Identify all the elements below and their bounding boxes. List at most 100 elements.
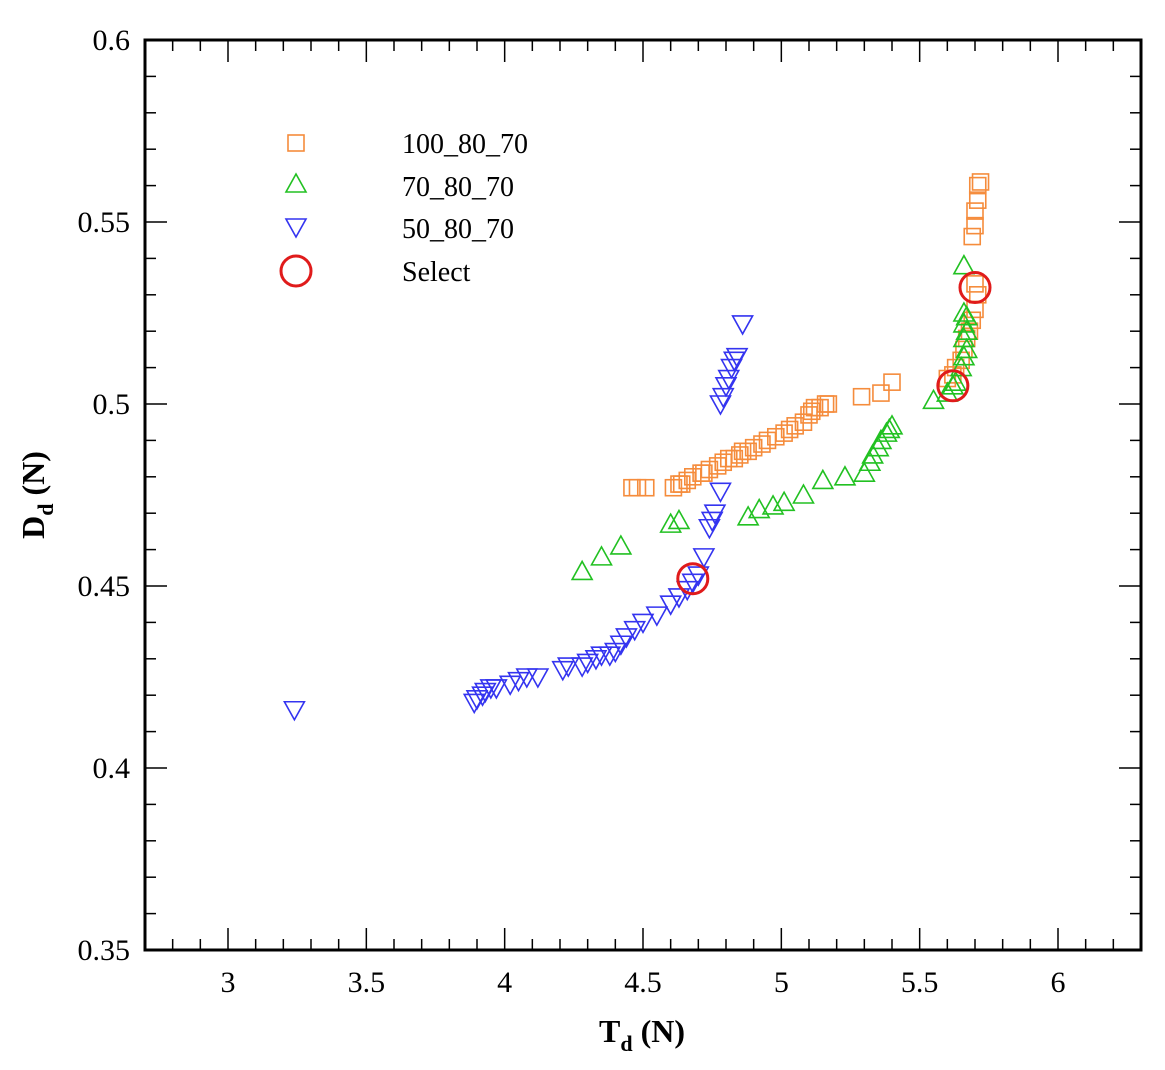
data-point	[966, 275, 984, 293]
legend-symbol-70-80-70	[284, 172, 308, 193]
data-point	[725, 347, 749, 369]
x-tick-label: 3.5	[348, 966, 386, 999]
data-point	[709, 482, 732, 504]
data-point	[952, 254, 976, 275]
data-point	[576, 653, 600, 675]
data-point	[526, 668, 550, 689]
data-point	[936, 369, 970, 403]
data-point	[963, 227, 982, 246]
series-50-80-70	[283, 315, 754, 722]
data-point	[667, 588, 691, 609]
series-select	[676, 271, 992, 596]
data-point	[615, 628, 638, 649]
data-point	[792, 483, 815, 504]
data-point	[880, 414, 904, 435]
y-tick-label: 0.4	[93, 752, 131, 785]
data-point	[485, 679, 508, 700]
data-point	[598, 646, 622, 667]
data-point	[852, 387, 871, 406]
series-70-80-70	[570, 254, 979, 581]
data-point	[623, 620, 647, 642]
data-point	[772, 490, 796, 512]
legend-label-50-80-70: 50_80_70	[402, 214, 514, 245]
legend-symbol-50-80-70	[284, 218, 308, 239]
data-point	[720, 358, 743, 380]
data-point	[861, 443, 884, 464]
data-point	[952, 312, 976, 333]
data-point	[711, 387, 735, 409]
data-point	[283, 700, 306, 722]
data-point	[971, 173, 990, 191]
x-tick-label: 5	[774, 966, 789, 999]
data-point	[659, 512, 683, 533]
data-point	[811, 468, 835, 490]
data-point	[731, 315, 754, 336]
x-tick-label: 4.5	[624, 966, 662, 999]
y-tick-label: 0.35	[78, 934, 131, 967]
data-point	[955, 337, 979, 359]
data-point	[692, 548, 716, 569]
data-marks	[283, 173, 992, 722]
axis-ticks: 3 3.5 4 4.5 5 5.5 6 0.35 0.4 0.45 0.5 0.55 0.6	[78, 24, 1141, 999]
data-point	[590, 545, 613, 566]
data-point	[717, 369, 741, 391]
data-point	[869, 428, 893, 450]
data-point	[507, 671, 530, 693]
data-point	[515, 668, 539, 689]
y-tick-label: 0.5	[93, 388, 131, 421]
legend-label-select: Select	[402, 257, 471, 288]
data-point	[659, 595, 683, 616]
data-point	[968, 176, 987, 195]
data-point	[714, 376, 738, 398]
data-point	[473, 682, 497, 704]
data-point	[968, 191, 987, 209]
y-axis-title-sub: d	[33, 504, 58, 516]
data-point	[966, 216, 984, 235]
y-tick-label: 0.55	[78, 206, 131, 239]
y-tick-label: 0.45	[78, 570, 131, 603]
data-point	[872, 384, 890, 402]
legend-label-100-80-70: 100_80_70	[402, 129, 528, 160]
data-point	[833, 465, 857, 486]
legend-label-70-80-70: 70_80_70	[402, 172, 514, 203]
x-axis-title-main: T	[599, 1013, 620, 1049]
y-axis-title-main: D	[15, 516, 51, 539]
data-point	[686, 566, 710, 587]
data-point	[944, 370, 967, 391]
data-point	[667, 508, 691, 530]
x-axis-title-unit: (N)	[633, 1013, 685, 1049]
data-point	[700, 511, 724, 533]
data-point	[698, 518, 721, 540]
data-point	[883, 373, 901, 391]
data-point	[703, 504, 727, 525]
data-point	[465, 690, 489, 711]
y-axis-title: Dd (N)	[15, 451, 58, 539]
data-point	[645, 606, 669, 627]
x-tick-label: 5.5	[901, 966, 939, 999]
data-point	[952, 301, 976, 322]
data-point	[866, 436, 890, 457]
data-point	[958, 271, 992, 305]
legend-symbol-100-80-70	[287, 134, 305, 152]
data-point	[570, 559, 594, 581]
x-axis-title-sub: d	[620, 1031, 632, 1056]
data-point	[636, 478, 655, 497]
data-point	[966, 202, 984, 220]
data-point	[949, 355, 973, 377]
data-point	[955, 319, 979, 341]
data-point	[609, 534, 633, 555]
data-point	[747, 497, 771, 519]
data-point	[736, 505, 760, 526]
data-point	[551, 660, 575, 682]
y-axis-title-unit: (N)	[15, 451, 51, 503]
y-tick-label: 0.6	[93, 24, 131, 57]
data-point	[819, 395, 838, 413]
series-100-80-70	[623, 173, 990, 497]
data-point	[556, 657, 580, 678]
x-tick-label: 4	[497, 966, 512, 999]
data-point	[631, 613, 655, 635]
data-point	[852, 461, 876, 482]
x-tick-label: 6	[1051, 966, 1066, 999]
data-point	[761, 494, 785, 515]
